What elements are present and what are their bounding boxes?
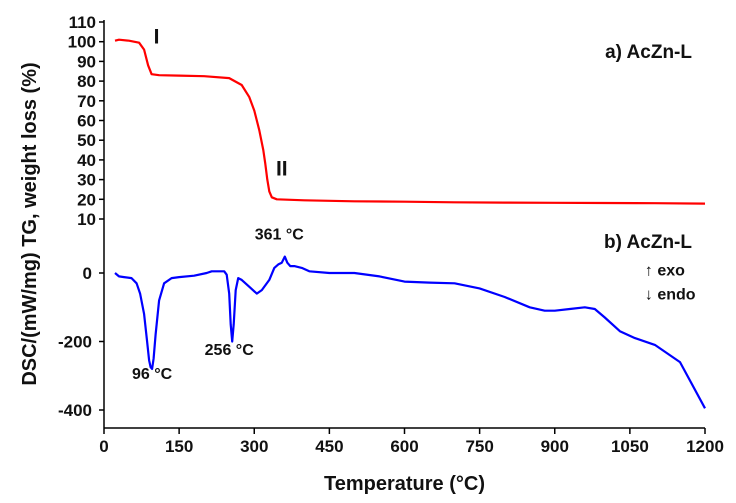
x-tick-label: 1050	[611, 437, 649, 456]
dsc-y-tick-label: -200	[58, 333, 92, 352]
axes: 0 150 300 450 600 750 900 1050 12001101009080706…	[58, 13, 724, 456]
tg-y-tick-label: 100	[68, 33, 96, 52]
dsc-series-label: b) AcZn-L	[604, 232, 692, 253]
x-tick-label: 150	[165, 437, 193, 456]
x-tick-label: 300	[240, 437, 268, 456]
tg-annotation: I	[154, 26, 160, 49]
dsc-annotation: ↓ endo	[645, 287, 696, 304]
tg-y-tick-label: 50	[77, 131, 96, 150]
dsc-annotation: 256 °C	[205, 342, 255, 359]
y-axis-label: DSC/(mW/mg) TG, weight loss (%)	[19, 62, 41, 385]
tg-y-tick-label: 60	[77, 112, 96, 131]
tg-y-tick-label: 40	[77, 151, 96, 170]
x-tick-label: 900	[541, 437, 569, 456]
tg-y-tick-label: 110	[69, 13, 96, 32]
dsc-annotation: ↑ exo	[645, 263, 685, 280]
tg-annotation: II	[276, 158, 288, 181]
tg-y-tick-label: 30	[77, 171, 96, 190]
dsc-annotation: 96 °C	[132, 366, 173, 383]
dsc-y-tick-label: -400	[58, 401, 92, 420]
tg-y-tick-label: 20	[77, 190, 96, 209]
x-tick-label: 750	[465, 437, 493, 456]
x-tick-label: 0	[99, 437, 108, 456]
dsc-annotation: 361 °C	[255, 226, 305, 243]
dsc-series-line	[114, 255, 706, 409]
tg-series-label: a) AcZn-L	[605, 42, 692, 63]
dsc-y-tick-label: 0	[83, 264, 92, 283]
x-tick-label: 600	[390, 437, 418, 456]
x-axis-label: Temperature (°C)	[324, 473, 485, 495]
tg-y-tick-label: 90	[77, 52, 96, 71]
labels: Temperature (°C) DSC/(mW/mg) TG, weight …	[19, 42, 692, 495]
tg-y-tick-label: 10	[77, 210, 96, 229]
tg-series-line	[114, 38, 706, 205]
tg-y-tick-label: 80	[77, 72, 96, 91]
x-tick-label: 450	[315, 437, 343, 456]
x-tick-label: 1200	[686, 437, 724, 456]
tg-y-tick-label: 70	[77, 92, 96, 111]
